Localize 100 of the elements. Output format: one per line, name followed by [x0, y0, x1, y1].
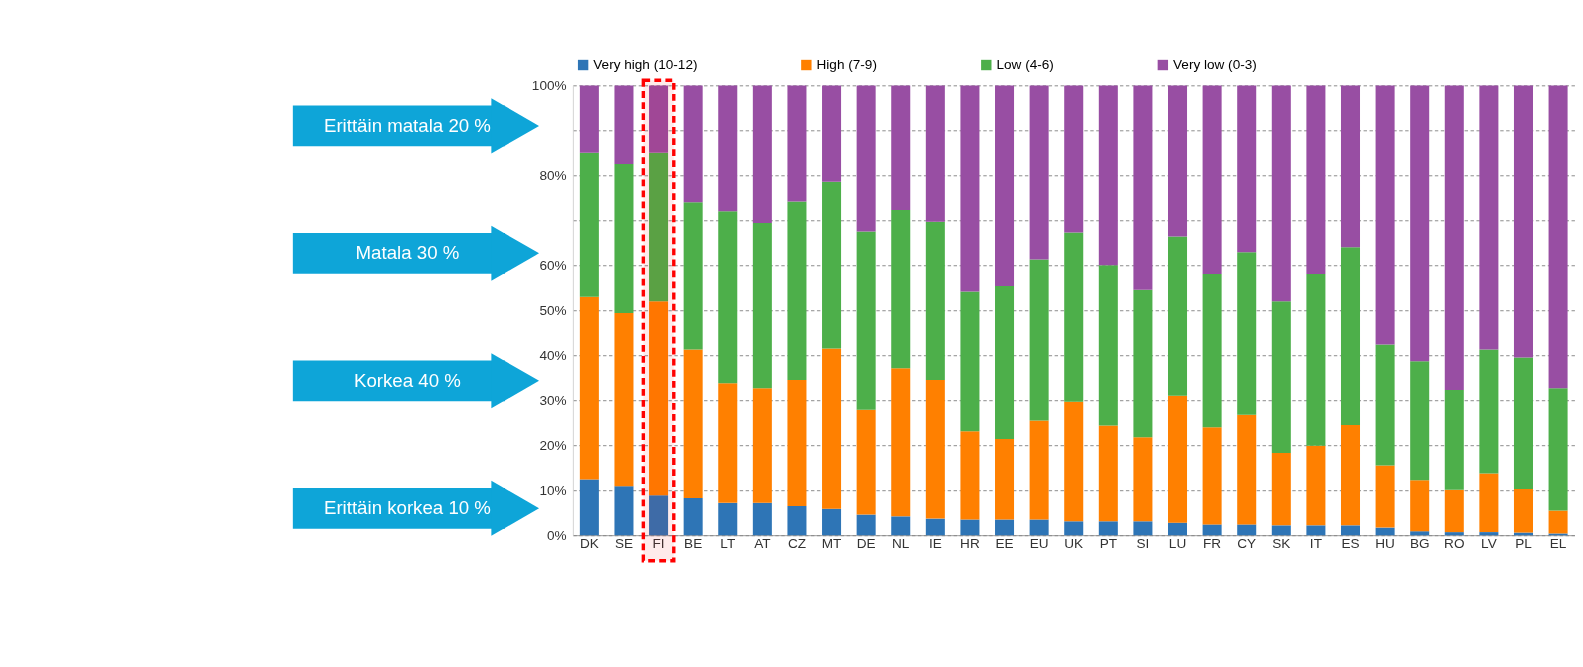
bar [1133, 521, 1153, 536]
x-tick-label: FR [1203, 536, 1222, 552]
bar [995, 438, 1015, 520]
bar [822, 348, 842, 509]
x-tick-label: EL [1549, 536, 1567, 552]
bar [960, 291, 980, 432]
bar [718, 85, 738, 212]
x-tick-label: AT [754, 536, 771, 552]
bar [1444, 85, 1464, 390]
x-tick-label: LV [1481, 536, 1497, 552]
bar [1375, 465, 1395, 528]
bar [891, 516, 911, 536]
bar [925, 380, 945, 519]
bar [1410, 480, 1430, 532]
bar [1513, 357, 1533, 489]
text: Matala 30 % [355, 242, 460, 264]
bar [1202, 427, 1222, 525]
bar [1548, 85, 1568, 389]
x-tick-label: IE [928, 536, 942, 552]
bar [1340, 425, 1361, 526]
bar [1202, 273, 1222, 428]
text: Erittäin matala 20 % [323, 114, 491, 136]
bar [960, 519, 980, 536]
bar [1306, 273, 1326, 446]
bar [1237, 524, 1257, 536]
bar [752, 388, 772, 503]
bar [614, 164, 634, 314]
bar [1513, 488, 1533, 533]
bar [1271, 452, 1291, 526]
x-tick-label: ES [1341, 536, 1360, 552]
bar [787, 85, 807, 202]
bar [614, 486, 634, 536]
bar [1271, 85, 1291, 302]
bar [1513, 85, 1533, 358]
text: Korkea 40 % [354, 369, 461, 391]
x-tick-label: EU [1029, 536, 1049, 552]
x-tick-label: MT [821, 536, 842, 552]
bar [925, 221, 945, 381]
bar [1064, 521, 1084, 536]
bar [856, 85, 876, 232]
bar [1202, 85, 1222, 274]
bar [925, 518, 945, 536]
bar [1168, 85, 1188, 237]
bar [579, 296, 599, 480]
bar [1479, 473, 1499, 533]
bar [1444, 532, 1464, 536]
x-tick-label: RO [1444, 536, 1465, 552]
x-tick-label: HR [960, 536, 980, 552]
bar [995, 286, 1015, 439]
bar [1168, 395, 1188, 523]
bar [1340, 85, 1361, 248]
bar [683, 85, 703, 203]
bar [579, 479, 599, 536]
x-tick-label: BG [1409, 536, 1430, 552]
bar [1064, 401, 1084, 522]
x-tick-label: SI [1136, 536, 1150, 552]
bar [1133, 289, 1153, 438]
bar [683, 497, 703, 536]
bar [614, 313, 634, 487]
y-tick-label: 20% [539, 437, 567, 453]
bar [649, 301, 669, 496]
bar [1237, 414, 1257, 525]
bar [822, 508, 842, 536]
bar [1306, 525, 1326, 536]
bar [995, 519, 1015, 536]
x-tick-label: NL [892, 536, 910, 552]
bar [1098, 425, 1118, 522]
bar [1098, 265, 1118, 426]
bar [579, 85, 599, 153]
bar [1133, 85, 1153, 290]
x-tick-label: PL [1515, 536, 1533, 552]
bar [683, 349, 703, 498]
bar [891, 368, 911, 517]
bar [1444, 489, 1464, 533]
y-tick-label: 50% [539, 302, 567, 318]
y-tick-label: 80% [539, 168, 567, 184]
x-tick-label: BE [684, 536, 703, 552]
bar [1548, 388, 1568, 511]
bar [752, 85, 772, 224]
bar [1479, 349, 1499, 474]
legend-label: Very high (10-12) [593, 57, 698, 73]
bar [1375, 85, 1395, 345]
bar [1133, 437, 1153, 522]
x-tick-label: DE [856, 536, 876, 552]
bar [1340, 525, 1361, 536]
y-tick-label: 10% [539, 482, 567, 498]
bar [1306, 445, 1326, 526]
bar [891, 85, 911, 210]
bar [579, 152, 599, 297]
bar [1479, 532, 1499, 536]
x-tick-label: CZ [787, 536, 806, 552]
y-tick-label: 40% [539, 347, 567, 363]
bar [1548, 510, 1568, 534]
text: Erittäin korkea 10 % [323, 497, 491, 519]
bar [1098, 521, 1118, 536]
bar [1237, 85, 1257, 253]
y-tick-label: 100% [531, 78, 567, 94]
legend-label: High (7-9) [816, 57, 877, 73]
bar [1375, 527, 1395, 536]
bar [960, 85, 980, 292]
